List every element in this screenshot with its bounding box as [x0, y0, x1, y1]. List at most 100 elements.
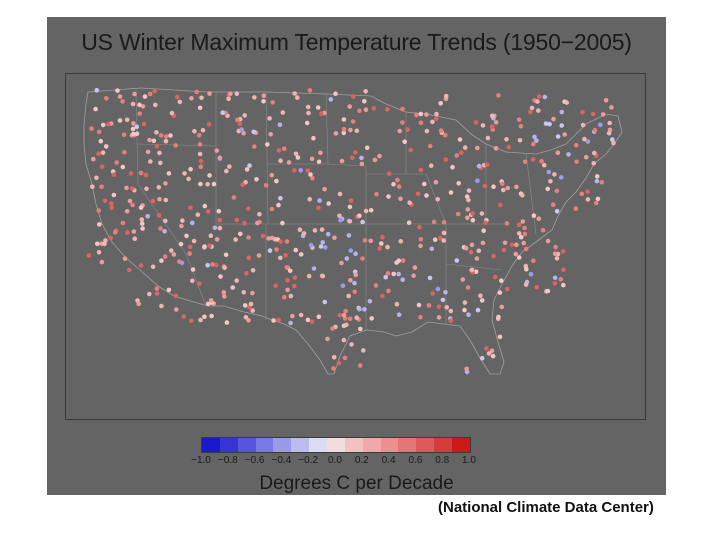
station-dot — [564, 100, 569, 105]
station-dot — [342, 355, 348, 361]
station-dot — [242, 303, 248, 308]
station-dot — [256, 253, 262, 258]
station-dot — [337, 312, 343, 318]
station-dot — [90, 184, 95, 189]
station-dot — [534, 138, 539, 143]
station-dot — [357, 363, 363, 368]
station-dot — [285, 287, 290, 293]
station-dot — [340, 283, 346, 289]
station-dot — [191, 238, 197, 244]
station-dot — [341, 312, 347, 318]
station-dot — [188, 166, 193, 172]
station-dot — [534, 284, 539, 290]
colorbar-swatch — [291, 438, 310, 452]
station-dot — [480, 240, 486, 246]
station-dot — [292, 91, 297, 96]
station-dot — [353, 150, 358, 155]
station-dot — [398, 239, 404, 244]
station-dot — [292, 283, 297, 289]
station-dot — [197, 142, 203, 147]
station-dot — [154, 143, 160, 149]
station-dot — [121, 132, 127, 138]
station-dot — [234, 278, 239, 283]
station-dot — [580, 122, 586, 128]
station-dot — [524, 267, 529, 272]
station-dot — [284, 239, 290, 244]
station-dot — [190, 278, 195, 284]
station-dot — [434, 111, 439, 117]
station-dot — [430, 119, 435, 125]
station-dot — [139, 221, 145, 226]
station-dot — [280, 110, 286, 115]
colorbar-tick-label: 0.0 — [328, 455, 342, 466]
station-dot — [120, 164, 126, 170]
station-dot — [359, 161, 365, 167]
station-dot — [414, 112, 419, 118]
station-dot — [457, 137, 463, 142]
station-dot — [140, 104, 146, 109]
station-dot — [554, 208, 560, 214]
station-dot — [336, 360, 342, 366]
station-dot — [208, 233, 214, 238]
station-dot — [138, 170, 144, 176]
station-dot — [397, 128, 403, 134]
station-dot — [543, 121, 549, 126]
station-dot — [234, 91, 240, 96]
station-dot — [270, 100, 275, 105]
station-dot — [348, 248, 354, 253]
station-dot — [350, 94, 356, 99]
station-dot — [237, 121, 243, 127]
station-dot — [220, 110, 225, 115]
station-dot — [288, 320, 293, 326]
colorbar — [201, 437, 471, 453]
station-dot — [380, 293, 385, 299]
station-dot — [518, 234, 524, 240]
station-dot — [400, 120, 405, 125]
station-dot — [319, 227, 325, 232]
station-dot — [159, 258, 164, 263]
station-dot — [598, 122, 603, 128]
station-dot — [415, 191, 421, 197]
station-dot — [216, 208, 222, 214]
station-dot — [286, 160, 292, 165]
station-dot — [152, 88, 157, 94]
station-dot — [396, 271, 402, 277]
station-dot — [147, 137, 152, 143]
station-dot — [305, 168, 311, 173]
station-dot — [541, 162, 547, 168]
station-dot — [470, 211, 475, 216]
station-dot — [585, 139, 591, 144]
station-dot — [391, 181, 396, 187]
station-dot — [199, 95, 204, 101]
station-dot — [448, 318, 454, 323]
station-dot — [341, 117, 347, 122]
station-dot — [332, 235, 337, 241]
station-dot — [474, 256, 480, 261]
station-dot — [516, 117, 522, 122]
station-dot — [144, 186, 149, 192]
station-dot — [136, 301, 141, 307]
station-dot — [298, 252, 304, 257]
station-dot — [263, 183, 269, 188]
station-dot — [377, 246, 382, 251]
station-dot — [218, 274, 223, 279]
station-dot — [267, 248, 273, 253]
station-dot — [347, 316, 353, 322]
station-dot — [274, 178, 279, 184]
station-dot — [265, 142, 270, 147]
station-dot — [547, 121, 552, 127]
station-dot — [178, 241, 184, 247]
station-dot — [281, 146, 287, 151]
station-dot — [271, 318, 276, 323]
station-dot — [137, 111, 142, 116]
station-dot — [212, 225, 218, 231]
station-dot — [603, 98, 609, 103]
station-dot — [431, 219, 437, 225]
station-dot — [195, 212, 201, 217]
station-dot — [480, 123, 486, 128]
station-dot — [466, 197, 471, 203]
station-dot — [357, 108, 362, 114]
colorbar-swatch — [273, 438, 292, 452]
station-dot — [117, 94, 123, 99]
colorbar-tick-label: 0.6 — [408, 455, 423, 466]
